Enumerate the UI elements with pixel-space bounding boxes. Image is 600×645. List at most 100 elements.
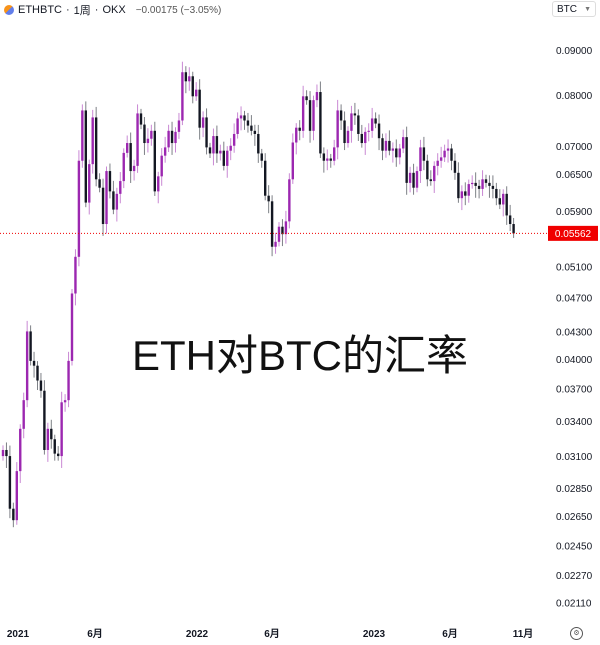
- candle-body: [188, 76, 191, 82]
- candle-body: [295, 127, 298, 143]
- candle-body: [239, 115, 243, 119]
- candle-body: [101, 187, 105, 225]
- candle: [312, 95, 315, 141]
- candle: [184, 66, 188, 94]
- candle: [74, 249, 77, 306]
- price-tick: 0.05900: [556, 207, 593, 218]
- candle: [277, 222, 281, 247]
- candle: [119, 172, 122, 204]
- candle-body: [160, 155, 163, 177]
- candle-body: [360, 133, 363, 144]
- candle: [508, 204, 512, 232]
- candle-body: [308, 100, 312, 131]
- candle-body: [353, 113, 357, 116]
- candle: [250, 115, 253, 136]
- candle: [177, 112, 181, 139]
- candle: [243, 110, 246, 130]
- candle: [232, 123, 236, 153]
- candle-body: [391, 148, 395, 151]
- candle: [222, 141, 225, 171]
- candle-body: [474, 182, 477, 186]
- candle-body: [139, 113, 143, 125]
- candle-body: [326, 158, 329, 161]
- candle-body: [412, 172, 415, 188]
- candle-body: [84, 110, 87, 203]
- sep: ·: [66, 4, 70, 16]
- price-tick: 0.04300: [556, 327, 593, 338]
- candle: [191, 71, 194, 104]
- settings-icon[interactable]: ⚙: [570, 627, 583, 640]
- candle: [367, 123, 370, 142]
- candle-body: [243, 115, 246, 121]
- price-tick: 0.08000: [556, 91, 593, 102]
- candle-body: [146, 138, 150, 144]
- candle: [308, 91, 312, 143]
- price-tick: 0.09000: [556, 46, 593, 57]
- candle-body: [105, 171, 108, 225]
- candle-body: [222, 150, 225, 166]
- candle-body: [212, 136, 215, 154]
- candle: [395, 139, 398, 167]
- candle-body: [508, 215, 512, 225]
- candle-body: [471, 182, 474, 185]
- candle: [195, 82, 198, 101]
- candle: [433, 161, 436, 193]
- time-axis[interactable]: 2021 6月 2022 6月 2023 6月 11月: [7, 628, 533, 640]
- symbol-header: ETHBTC · 1周 · OKX −0.00175 (−3.05%): [4, 2, 221, 18]
- candle-body: [350, 113, 353, 131]
- candle-body: [181, 72, 184, 121]
- candle: [208, 142, 212, 159]
- candle-body: [433, 165, 436, 182]
- candle-body: [198, 89, 201, 128]
- price-tick: 0.03400: [556, 417, 593, 428]
- candle-body: [367, 130, 370, 132]
- candle-body: [136, 113, 139, 166]
- candle: [343, 111, 346, 151]
- candle: [264, 153, 267, 201]
- candle-body: [364, 131, 367, 144]
- chevron-down-icon: ▼: [584, 5, 591, 13]
- candle-body: [422, 147, 426, 161]
- candle-body: [126, 143, 129, 153]
- candle: [450, 143, 453, 171]
- candle-body: [450, 148, 453, 161]
- candle-body: [260, 153, 263, 161]
- price-axis[interactable]: 0.09000 0.08000 0.07000 0.06500 0.05900 0.051…: [556, 46, 593, 610]
- candle: [219, 144, 222, 161]
- currency-select[interactable]: BTC ▼: [552, 1, 596, 17]
- candle: [505, 186, 508, 225]
- candle: [53, 434, 56, 461]
- candle: [408, 166, 412, 193]
- candle: [295, 123, 298, 155]
- candle-body: [284, 221, 288, 235]
- candle-body: [395, 148, 398, 158]
- candle: [115, 187, 119, 222]
- candle-body: [343, 120, 346, 144]
- candle: [257, 124, 260, 163]
- price-tick: 0.04700: [556, 294, 593, 305]
- candle-body: [460, 191, 464, 199]
- candle-body: [467, 184, 470, 196]
- candle: [426, 154, 429, 187]
- candle: [163, 136, 167, 163]
- price-tick: 0.02650: [556, 512, 593, 523]
- candle: [36, 361, 39, 390]
- candle-body: [132, 165, 136, 172]
- candle-body: [250, 125, 253, 131]
- candle: [281, 219, 284, 247]
- candle: [315, 84, 319, 108]
- candle-body: [153, 130, 156, 192]
- candle-body: [74, 256, 77, 294]
- candle-body: [398, 148, 401, 158]
- candle: [402, 129, 405, 154]
- candle-body: [22, 400, 25, 429]
- candle: [291, 133, 294, 184]
- candle: [419, 139, 422, 183]
- candle: [12, 502, 15, 528]
- candle-body: [91, 117, 94, 165]
- candle: [491, 175, 495, 199]
- candle: [305, 90, 308, 105]
- candle-body: [191, 76, 194, 97]
- candle-body: [170, 130, 174, 144]
